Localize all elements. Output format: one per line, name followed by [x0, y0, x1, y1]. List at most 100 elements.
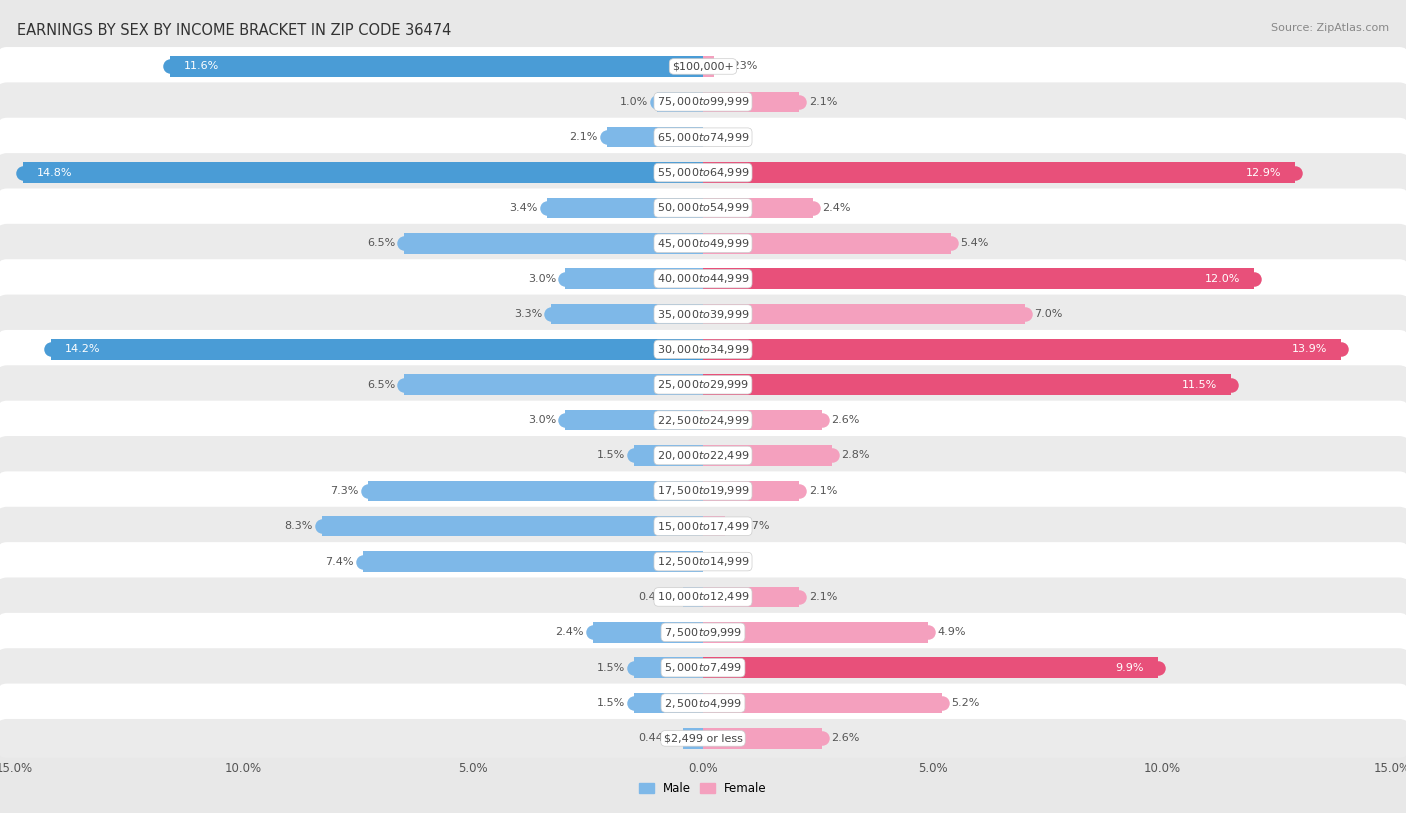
- Text: 11.6%: 11.6%: [184, 62, 219, 72]
- Bar: [703, 693, 942, 713]
- Bar: [703, 728, 823, 749]
- Bar: [703, 622, 928, 642]
- FancyBboxPatch shape: [0, 719, 1406, 758]
- FancyBboxPatch shape: [0, 118, 1406, 157]
- Text: 0.0%: 0.0%: [713, 133, 741, 142]
- Text: 0.23%: 0.23%: [723, 62, 758, 72]
- Text: 9.9%: 9.9%: [1115, 663, 1144, 672]
- Bar: [547, 198, 703, 218]
- Bar: [703, 304, 1025, 324]
- Text: 14.2%: 14.2%: [65, 345, 100, 354]
- FancyBboxPatch shape: [0, 577, 1406, 616]
- Text: $22,500 to $24,999: $22,500 to $24,999: [657, 414, 749, 427]
- Bar: [24, 163, 703, 183]
- Text: 3.0%: 3.0%: [527, 415, 555, 425]
- Bar: [405, 233, 703, 254]
- Text: 0.44%: 0.44%: [638, 733, 673, 743]
- Bar: [703, 658, 1157, 678]
- Text: $35,000 to $39,999: $35,000 to $39,999: [657, 307, 749, 320]
- Text: 2.6%: 2.6%: [831, 733, 860, 743]
- Text: EARNINGS BY SEX BY INCOME BRACKET IN ZIP CODE 36474: EARNINGS BY SEX BY INCOME BRACKET IN ZIP…: [17, 23, 451, 37]
- FancyBboxPatch shape: [0, 47, 1406, 86]
- Text: 1.5%: 1.5%: [596, 663, 624, 672]
- Bar: [703, 375, 1232, 395]
- Bar: [606, 127, 703, 147]
- Text: $5,000 to $7,499: $5,000 to $7,499: [664, 661, 742, 674]
- Text: 7.3%: 7.3%: [330, 486, 359, 496]
- Text: $100,000+: $100,000+: [672, 62, 734, 72]
- Text: $55,000 to $64,999: $55,000 to $64,999: [657, 166, 749, 179]
- Bar: [703, 163, 1295, 183]
- FancyBboxPatch shape: [0, 365, 1406, 404]
- Bar: [405, 375, 703, 395]
- Text: $12,500 to $14,999: $12,500 to $14,999: [657, 555, 749, 568]
- FancyBboxPatch shape: [0, 436, 1406, 475]
- Bar: [703, 446, 831, 466]
- Text: 12.9%: 12.9%: [1246, 167, 1282, 177]
- Text: Source: ZipAtlas.com: Source: ZipAtlas.com: [1271, 23, 1389, 33]
- Bar: [51, 339, 703, 359]
- Bar: [634, 658, 703, 678]
- Text: 2.4%: 2.4%: [823, 203, 851, 213]
- Legend: Male, Female: Male, Female: [634, 777, 772, 800]
- Bar: [683, 587, 703, 607]
- FancyBboxPatch shape: [0, 472, 1406, 511]
- Bar: [565, 268, 703, 289]
- Text: $75,000 to $99,999: $75,000 to $99,999: [657, 95, 749, 108]
- FancyBboxPatch shape: [0, 506, 1406, 546]
- Bar: [703, 56, 714, 76]
- FancyBboxPatch shape: [0, 294, 1406, 333]
- Bar: [170, 56, 703, 76]
- Text: 2.1%: 2.1%: [808, 486, 837, 496]
- FancyBboxPatch shape: [0, 648, 1406, 687]
- FancyBboxPatch shape: [0, 82, 1406, 121]
- Text: $45,000 to $49,999: $45,000 to $49,999: [657, 237, 749, 250]
- Text: 2.1%: 2.1%: [569, 133, 598, 142]
- Text: 8.3%: 8.3%: [284, 521, 312, 531]
- Text: 2.8%: 2.8%: [841, 450, 869, 460]
- Text: 1.0%: 1.0%: [620, 97, 648, 107]
- Text: 2.1%: 2.1%: [808, 592, 837, 602]
- Bar: [683, 728, 703, 749]
- Text: $50,000 to $54,999: $50,000 to $54,999: [657, 202, 749, 215]
- Text: 14.8%: 14.8%: [37, 167, 73, 177]
- FancyBboxPatch shape: [0, 330, 1406, 369]
- Text: 5.4%: 5.4%: [960, 238, 988, 248]
- Bar: [634, 446, 703, 466]
- Text: $17,500 to $19,999: $17,500 to $19,999: [657, 485, 749, 498]
- Text: $30,000 to $34,999: $30,000 to $34,999: [657, 343, 749, 356]
- Text: $7,500 to $9,999: $7,500 to $9,999: [664, 626, 742, 639]
- FancyBboxPatch shape: [0, 153, 1406, 192]
- Text: 2.4%: 2.4%: [555, 628, 583, 637]
- Text: $65,000 to $74,999: $65,000 to $74,999: [657, 131, 749, 144]
- Text: $2,499 or less: $2,499 or less: [664, 733, 742, 743]
- Bar: [657, 92, 703, 112]
- Bar: [703, 410, 823, 430]
- Bar: [703, 233, 950, 254]
- Bar: [703, 587, 800, 607]
- FancyBboxPatch shape: [0, 189, 1406, 228]
- Text: 1.5%: 1.5%: [596, 698, 624, 708]
- Text: 1.5%: 1.5%: [596, 450, 624, 460]
- Bar: [565, 410, 703, 430]
- Text: $40,000 to $44,999: $40,000 to $44,999: [657, 272, 749, 285]
- Text: 6.5%: 6.5%: [367, 238, 395, 248]
- Text: $10,000 to $12,499: $10,000 to $12,499: [657, 590, 749, 603]
- Text: 4.9%: 4.9%: [938, 628, 966, 637]
- Text: 13.9%: 13.9%: [1292, 345, 1327, 354]
- Bar: [703, 516, 724, 537]
- Text: 5.2%: 5.2%: [950, 698, 980, 708]
- Bar: [703, 268, 1254, 289]
- FancyBboxPatch shape: [0, 401, 1406, 440]
- FancyBboxPatch shape: [0, 613, 1406, 652]
- Text: 2.1%: 2.1%: [808, 97, 837, 107]
- Bar: [551, 304, 703, 324]
- Bar: [363, 551, 703, 572]
- Text: 0.44%: 0.44%: [638, 592, 673, 602]
- Text: $15,000 to $17,499: $15,000 to $17,499: [657, 520, 749, 533]
- Bar: [368, 480, 703, 501]
- Bar: [703, 339, 1341, 359]
- Text: $20,000 to $22,499: $20,000 to $22,499: [657, 449, 749, 462]
- Text: 6.5%: 6.5%: [367, 380, 395, 389]
- Text: 7.0%: 7.0%: [1033, 309, 1062, 319]
